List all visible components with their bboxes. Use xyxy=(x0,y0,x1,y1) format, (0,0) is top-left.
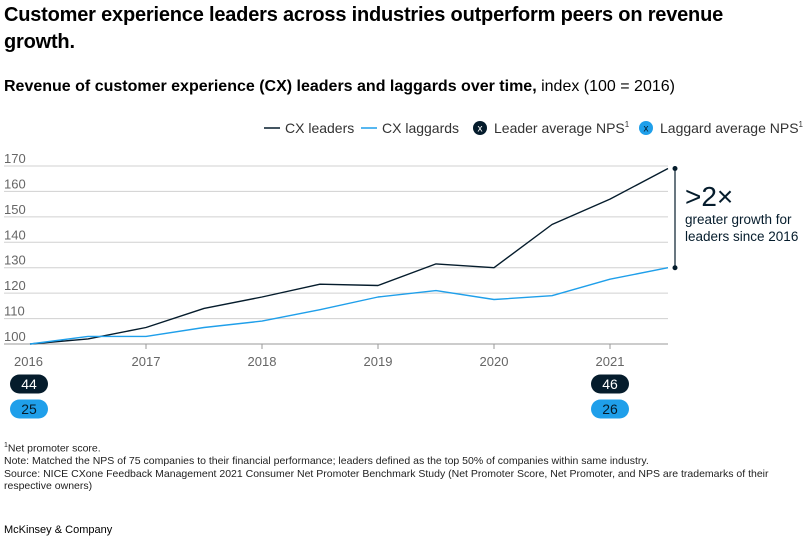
series-point-cx-laggards-2 xyxy=(145,335,147,337)
x-tick-label-2019: 2019 xyxy=(364,354,393,369)
nps-badge-laggard-0 xyxy=(10,399,48,419)
series-line-cx-laggards xyxy=(29,267,669,345)
x-tick-label-2020: 2020 xyxy=(480,354,509,369)
annotation-headline: >2× xyxy=(685,181,733,212)
x-tick-label-2018: 2018 xyxy=(248,354,277,369)
series-point-cx-leaders-5 xyxy=(319,283,321,285)
legend-laggard-nps-label: Laggard average NPS1 xyxy=(660,120,804,136)
series-point-cx-laggards-7 xyxy=(435,289,437,291)
legend-laggard-nps-text: Laggard average NPS xyxy=(660,120,799,136)
series-point-cx-laggards-10 xyxy=(609,278,611,280)
series-line-cx-leaders xyxy=(29,167,669,345)
annotation-line2: leaders since 2016 xyxy=(685,229,798,244)
y-tick-label-130: 130 xyxy=(4,253,26,268)
annotation-bracket-bottom-dot xyxy=(672,265,678,271)
y-tick-label-110: 110 xyxy=(4,304,25,319)
series-point-cx-leaders-1 xyxy=(87,338,89,340)
nps-value-laggard-0: 25 xyxy=(21,401,37,417)
legend-laggards-label: CX laggards xyxy=(382,120,459,136)
legend-laggard-nps-glyph: x xyxy=(644,124,649,135)
series-point-cx-leaders-11 xyxy=(667,167,669,169)
series-point-cx-laggards-6 xyxy=(377,296,379,298)
series-lines xyxy=(29,167,669,345)
subtitle-unit: index (100 = 2016) xyxy=(536,78,675,95)
y-axis-ticks: 100 110 120 130 140 150 160 170 xyxy=(4,151,26,344)
legend-leader-nps-footnote: 1 xyxy=(625,120,630,129)
footnote-nps-definition: 1Net promoter score. xyxy=(4,440,798,455)
nps-value-leader-0: 44 xyxy=(21,376,37,392)
series-point-cx-leaders-8 xyxy=(493,267,495,269)
y-tick-label-100: 100 xyxy=(4,329,26,344)
y-tick-label-140: 140 xyxy=(4,227,26,242)
nps-value-leader-1: 46 xyxy=(602,376,618,392)
legend-laggard-nps-marker xyxy=(639,121,653,135)
chart-title: Customer experience leaders across indus… xyxy=(4,4,724,53)
series-point-cx-leaders-2 xyxy=(145,326,147,328)
series-point-cx-laggards-1 xyxy=(87,335,89,337)
x-tick-label-2017: 2017 xyxy=(132,354,161,369)
series-point-cx-leaders-6 xyxy=(377,284,379,286)
series-point-cx-laggards-9 xyxy=(551,294,553,296)
footnote-nps-text: Net promoter score. xyxy=(7,442,101,455)
series-point-cx-leaders-9 xyxy=(551,223,553,225)
series-point-cx-leaders-3 xyxy=(203,307,205,309)
legend-leader-nps-glyph: x xyxy=(478,124,483,135)
series-point-cx-laggards-0 xyxy=(29,343,31,345)
nps-badges: 44 46 25 26 xyxy=(10,374,629,419)
legend: CX leaders CX laggards x Leader average … xyxy=(264,120,804,136)
y-tick-label-170: 170 xyxy=(4,151,26,166)
series-point-cx-laggards-5 xyxy=(319,308,321,310)
legend-leader-nps-marker xyxy=(473,121,487,135)
chart-subtitle: Revenue of customer experience (CX) lead… xyxy=(4,77,794,97)
x-axis-ticks: 2016 2017 2018 2019 2020 2021 xyxy=(14,344,624,369)
legend-leaders-label: CX leaders xyxy=(285,120,354,136)
subtitle-bold: Revenue of customer experience (CX) lead… xyxy=(4,78,537,95)
footnote-note: Note: Matched the NPS of 75 companies to… xyxy=(4,455,649,467)
series-point-cx-laggards-3 xyxy=(203,326,205,328)
footnote-source: Source: NICE CXone Feedback Management 2… xyxy=(4,467,769,493)
annotation-line1: greater growth for xyxy=(685,212,792,227)
y-tick-label-160: 160 xyxy=(4,176,26,191)
series-point-cx-leaders-4 xyxy=(261,296,263,298)
legend-leader-nps-text: Leader average NPS xyxy=(494,120,625,136)
legend-leader-nps-label: Leader average NPS1 xyxy=(494,120,630,136)
series-point-cx-laggards-4 xyxy=(261,320,263,322)
nps-badge-laggard-1 xyxy=(591,399,629,419)
nps-value-laggard-1: 26 xyxy=(602,401,618,417)
series-point-cx-leaders-7 xyxy=(435,263,437,265)
x-tick-label-2016: 2016 xyxy=(14,354,43,369)
brand-logo-text: McKinsey & Company xyxy=(4,524,113,536)
annotation-bracket-top-dot xyxy=(672,166,678,172)
series-point-cx-laggards-11 xyxy=(667,267,669,269)
nps-badge-leader-0 xyxy=(10,374,48,394)
grid-lines xyxy=(4,165,668,345)
growth-annotation: >2× greater growth for leaders since 201… xyxy=(672,166,798,271)
y-tick-label-120: 120 xyxy=(4,278,26,293)
y-tick-label-150: 150 xyxy=(4,202,26,217)
series-point-cx-leaders-10 xyxy=(609,198,611,200)
footnotes: 1Net promoter score. Note: Matched the N… xyxy=(4,440,798,493)
series-point-cx-laggards-8 xyxy=(493,298,495,300)
footnote-nps-mark: 1 xyxy=(4,442,8,449)
x-tick-label-2021: 2021 xyxy=(596,354,625,369)
nps-badge-leader-1 xyxy=(591,374,629,394)
legend-laggard-nps-footnote: 1 xyxy=(799,120,804,129)
